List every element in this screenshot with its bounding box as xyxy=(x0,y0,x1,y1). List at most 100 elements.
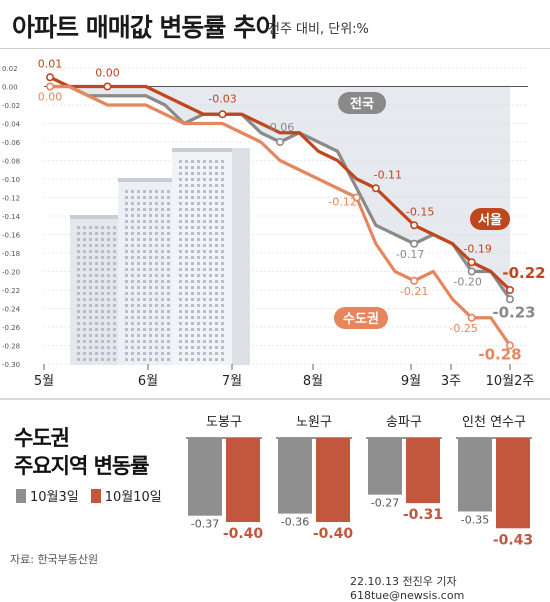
x-tick-label: 3주 xyxy=(441,374,461,389)
window xyxy=(221,274,224,277)
window xyxy=(179,298,182,301)
window xyxy=(179,184,182,187)
window xyxy=(83,256,86,259)
y-tick-label: -0.30 xyxy=(2,361,20,369)
window xyxy=(95,244,98,247)
window xyxy=(203,238,206,241)
window xyxy=(167,346,170,349)
window xyxy=(221,220,224,223)
window xyxy=(95,298,98,301)
window xyxy=(209,190,212,193)
window xyxy=(107,340,110,343)
window xyxy=(167,262,170,265)
window xyxy=(107,244,110,247)
window xyxy=(209,268,212,271)
window xyxy=(95,352,98,355)
window xyxy=(101,328,104,331)
window xyxy=(101,268,104,271)
window xyxy=(89,238,92,241)
window xyxy=(215,346,218,349)
bar xyxy=(368,438,402,495)
window xyxy=(125,274,128,277)
window xyxy=(185,184,188,187)
window xyxy=(143,250,146,253)
window xyxy=(95,334,98,337)
data-label: -0.21 xyxy=(400,285,428,298)
window xyxy=(137,262,140,265)
window xyxy=(107,328,110,331)
window xyxy=(125,226,128,229)
data-point xyxy=(45,73,54,82)
window xyxy=(101,292,104,295)
window xyxy=(125,322,128,325)
window xyxy=(83,292,86,295)
window xyxy=(131,238,134,241)
window xyxy=(209,328,212,331)
window xyxy=(221,316,224,319)
window xyxy=(203,310,206,313)
window xyxy=(197,310,200,313)
window xyxy=(203,328,206,331)
window xyxy=(179,214,182,217)
bar xyxy=(188,438,222,516)
window xyxy=(137,226,140,229)
window xyxy=(155,232,158,235)
window xyxy=(221,178,224,181)
window xyxy=(203,316,206,319)
window xyxy=(215,304,218,307)
window xyxy=(101,352,104,355)
y-tick-label: -0.22 xyxy=(2,287,20,295)
window xyxy=(101,340,104,343)
window xyxy=(107,304,110,307)
window xyxy=(155,268,158,271)
window xyxy=(215,160,218,163)
window xyxy=(155,256,158,259)
window xyxy=(113,226,116,229)
window xyxy=(161,292,164,295)
window xyxy=(197,226,200,229)
window xyxy=(131,244,134,247)
window xyxy=(125,346,128,349)
bar-groups: 도봉구 -0.37 -0.40 노원구 -0.36 -0.40 송파구 -0.27 -0.31 인… xyxy=(186,415,533,548)
window xyxy=(191,292,194,295)
window xyxy=(179,172,182,175)
window xyxy=(203,160,206,163)
window xyxy=(149,214,152,217)
series-name-box xyxy=(338,92,386,114)
window xyxy=(179,274,182,277)
window xyxy=(185,334,188,337)
window xyxy=(83,322,86,325)
window xyxy=(137,238,140,241)
window xyxy=(143,220,146,223)
window xyxy=(101,322,104,325)
window xyxy=(143,316,146,319)
window xyxy=(125,292,128,295)
window xyxy=(197,274,200,277)
window xyxy=(191,226,194,229)
window xyxy=(125,220,128,223)
series-name-box xyxy=(334,307,388,329)
window xyxy=(191,166,194,169)
window xyxy=(197,352,200,355)
window xyxy=(209,340,212,343)
window xyxy=(185,322,188,325)
window xyxy=(197,178,200,181)
x-tick-label: 5월 xyxy=(34,374,54,389)
window xyxy=(107,232,110,235)
window xyxy=(113,262,116,265)
legend-label-oct3: 10월3일 xyxy=(30,490,79,505)
window xyxy=(155,310,158,313)
window xyxy=(209,220,212,223)
window xyxy=(131,250,134,253)
window xyxy=(101,286,104,289)
window xyxy=(137,274,140,277)
window xyxy=(89,274,92,277)
window xyxy=(89,328,92,331)
window xyxy=(77,298,80,301)
data-labels: -0.06 -0.17 -0.20 -0.23 0.01 0.00 -0.03 -0.11 -0… xyxy=(38,57,546,363)
window xyxy=(143,196,146,199)
window xyxy=(131,202,134,205)
window xyxy=(167,316,170,319)
bar-chart-title-line2: 주요지역 변동률 xyxy=(14,454,150,478)
window xyxy=(83,316,86,319)
